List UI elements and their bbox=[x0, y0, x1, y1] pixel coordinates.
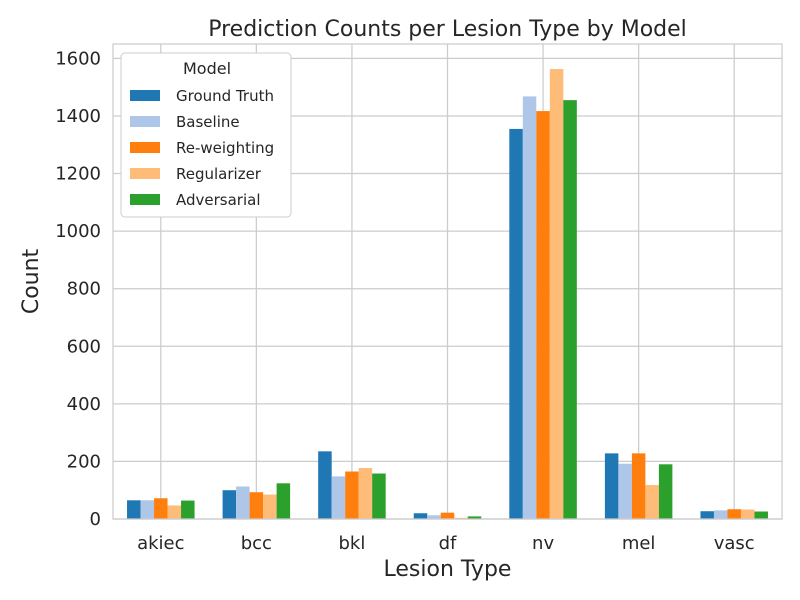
legend-items: Ground Truth Baseline Re-weighting Regulari… bbox=[130, 87, 274, 209]
x-tick-label-bkl: bkl bbox=[338, 533, 365, 554]
x-tick-label-bcc: bcc bbox=[241, 533, 272, 554]
y-tick-label: 600 bbox=[67, 336, 101, 357]
legend-swatch bbox=[130, 142, 160, 153]
bar-akiec-re-weighting bbox=[154, 498, 168, 519]
bar-bkl-ground-truth bbox=[318, 451, 332, 519]
y-tick-label: 400 bbox=[67, 394, 101, 415]
x-tick-label-akiec: akiec bbox=[137, 533, 184, 554]
plot-frame bbox=[112, 43, 783, 520]
bar-akiec-ground-truth bbox=[127, 500, 141, 519]
y-tick-label: 1600 bbox=[55, 48, 101, 69]
bar-df-baseline bbox=[427, 515, 441, 519]
bar-bcc-ground-truth bbox=[222, 490, 237, 519]
chart-title: Prediction Counts per Lesion Type by Mod… bbox=[208, 17, 687, 42]
legend-label: Re-weighting bbox=[176, 139, 274, 157]
bar-df-re-weighting bbox=[440, 512, 455, 519]
bar-bkl-re-weighting bbox=[345, 471, 359, 519]
bar-vasc-re-weighting bbox=[727, 509, 741, 519]
x-tick-label-nv: nv bbox=[532, 533, 554, 554]
bar-mel-regularizer bbox=[645, 485, 659, 519]
legend-label: Adversarial bbox=[176, 191, 261, 209]
bar-vasc-regularizer bbox=[740, 509, 755, 519]
legend-label: Regularizer bbox=[176, 165, 262, 183]
bar-bkl-adversarial bbox=[372, 473, 386, 519]
bar-nv-adversarial bbox=[563, 100, 577, 520]
bar-mel-baseline bbox=[618, 463, 632, 519]
x-tick-label-vasc: vasc bbox=[714, 533, 755, 554]
x-tick-label-mel: mel bbox=[622, 533, 656, 554]
bar-df-ground-truth bbox=[413, 513, 428, 519]
bar-mel-adversarial bbox=[658, 464, 673, 519]
bar-bcc-regularizer bbox=[263, 494, 277, 519]
bar-vasc-adversarial bbox=[754, 511, 768, 519]
bar-bcc-baseline bbox=[236, 486, 250, 519]
legend-label: Ground Truth bbox=[176, 87, 274, 105]
bar-akiec-baseline bbox=[140, 500, 155, 519]
bar-nv-ground-truth bbox=[509, 128, 523, 519]
bar-akiec-regularizer bbox=[167, 505, 182, 519]
legend-swatch bbox=[130, 90, 160, 101]
legend: Model Ground Truth Baseline Re-weighting Re… bbox=[120, 52, 292, 218]
legend-frame bbox=[120, 52, 292, 218]
bar-df-adversarial bbox=[467, 516, 482, 519]
bar-akiec-adversarial bbox=[181, 500, 195, 519]
bar-nv-regularizer bbox=[549, 69, 564, 519]
x-axis-title: Lesion Type bbox=[384, 557, 512, 582]
bar-layer bbox=[127, 69, 768, 520]
bar-mel-re-weighting bbox=[631, 453, 646, 519]
y-tick-label: 1200 bbox=[55, 164, 101, 185]
legend-swatch bbox=[130, 194, 160, 205]
legend-swatch bbox=[130, 168, 160, 179]
bar-bkl-regularizer bbox=[358, 468, 373, 519]
y-tick-label: 200 bbox=[67, 451, 101, 472]
bar-nv-re-weighting bbox=[536, 111, 550, 520]
y-tick-label: 0 bbox=[90, 509, 101, 530]
legend-swatch bbox=[130, 116, 160, 127]
y-tick-label: 1000 bbox=[55, 221, 101, 242]
bar-bkl-baseline bbox=[331, 476, 346, 519]
bar-nv-baseline bbox=[522, 96, 537, 520]
bar-vasc-baseline bbox=[713, 510, 728, 519]
bar-mel-ground-truth bbox=[604, 453, 619, 519]
bar-vasc-ground-truth bbox=[700, 511, 714, 519]
bar-bcc-adversarial bbox=[276, 483, 291, 519]
x-tick-label-df: df bbox=[439, 533, 457, 554]
legend-label: Baseline bbox=[176, 113, 240, 131]
bar-bcc-re-weighting bbox=[249, 492, 264, 519]
y-tick-label: 1400 bbox=[55, 106, 101, 127]
y-axis-title: Count bbox=[19, 248, 44, 314]
y-tick-label: 800 bbox=[67, 279, 101, 300]
legend-title: Model bbox=[183, 59, 231, 78]
tick-label-layer: 0 200 400 600 800 1000 1200 1400 1600 akiec bcc bkl… bbox=[55, 48, 755, 554]
